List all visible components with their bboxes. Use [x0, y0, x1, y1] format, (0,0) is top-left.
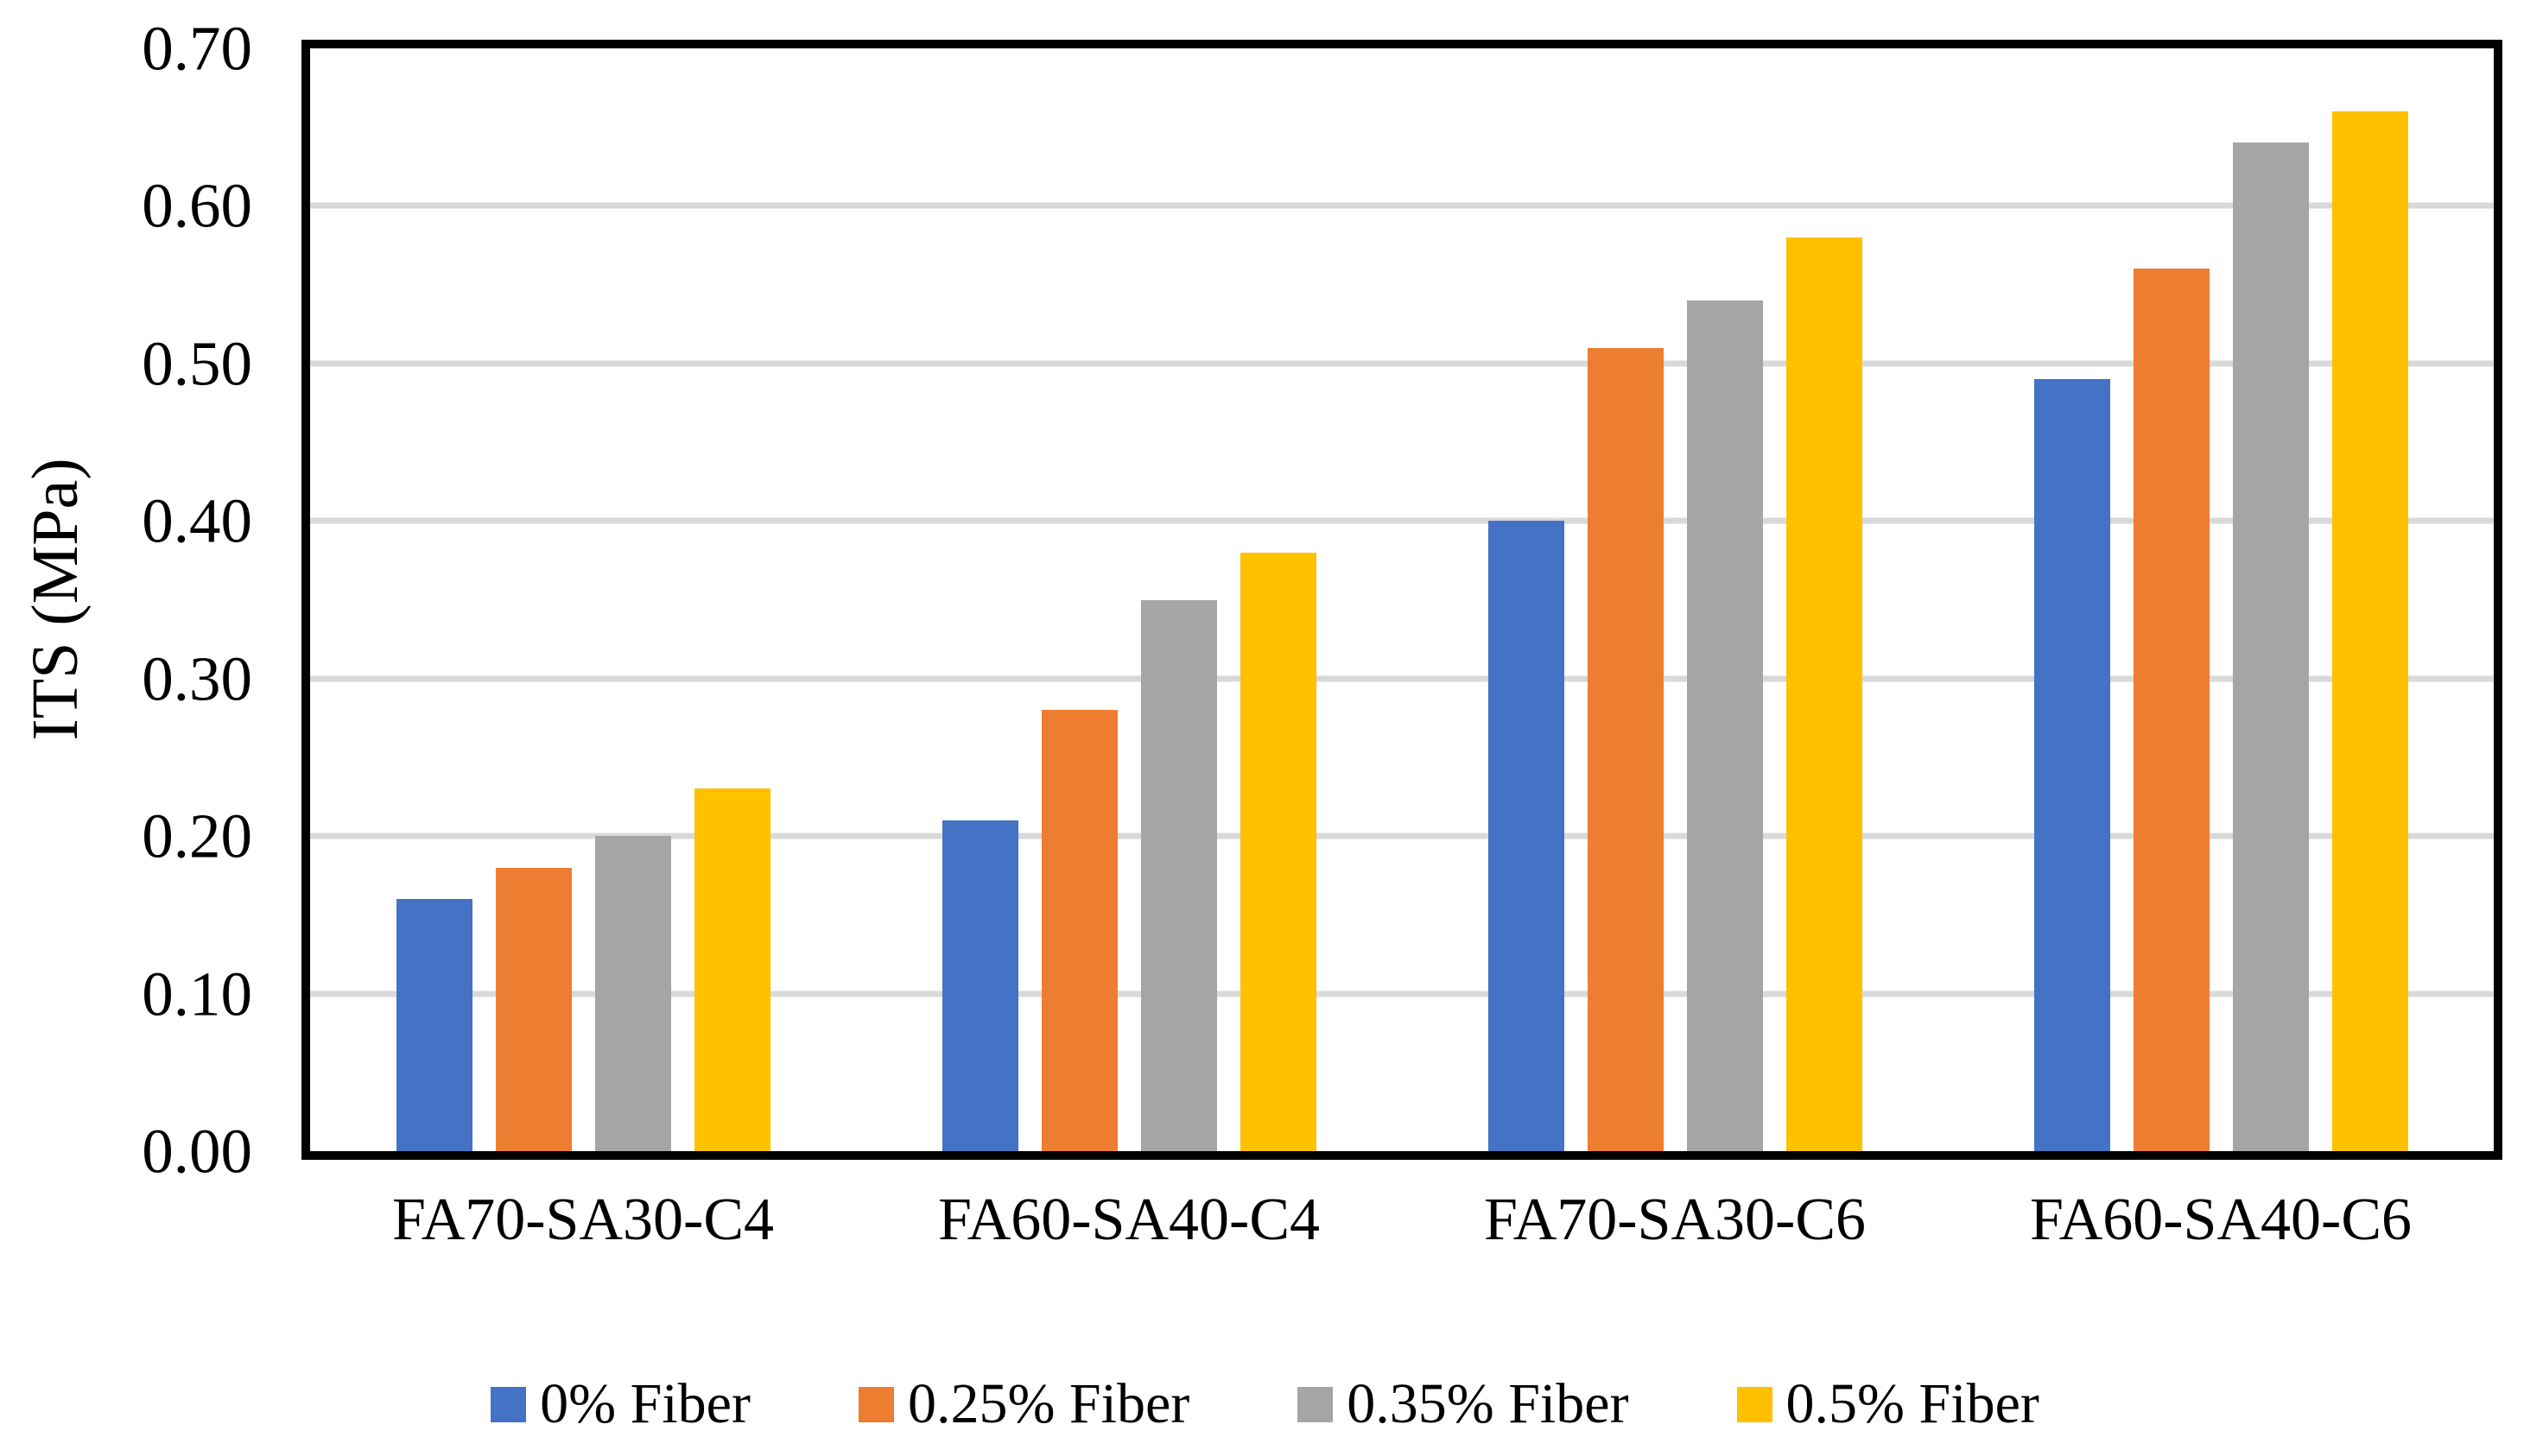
y-tick-label: 0.30 — [142, 643, 252, 714]
x-axis-label: FA60-SA40-C6 — [2029, 1187, 2413, 1253]
bar-0.25% Fiber-FA60-SA40-C6 — [2133, 269, 2210, 1151]
bar-0% Fiber-FA60-SA40-C4 — [942, 820, 1018, 1151]
bar-0.25% Fiber-FA70-SA30-C6 — [1587, 347, 1664, 1151]
y-tick-label: 0.60 — [142, 170, 252, 241]
gridline — [310, 360, 2494, 367]
legend-swatch-icon — [858, 1386, 894, 1422]
legend-item: 0.25% Fiber — [858, 1372, 1190, 1435]
bar-0.5% Fiber-FA60-SA40-C6 — [2331, 111, 2408, 1151]
gridline — [310, 675, 2494, 682]
gridline — [310, 832, 2494, 839]
gridline — [310, 517, 2494, 524]
y-tick-label: 0.40 — [142, 485, 252, 556]
x-axis-label: FA70-SA30-C6 — [1483, 1187, 1867, 1253]
bar-group-FA70-SA30-C4 — [396, 48, 770, 1151]
y-tick-label: 0.50 — [142, 328, 252, 399]
bar-0.35% Fiber-FA60-SA40-C4 — [1140, 599, 1217, 1151]
bar-group-FA60-SA40-C6 — [2033, 48, 2408, 1151]
y-tick-label: 0.10 — [142, 959, 252, 1029]
bar-0.25% Fiber-FA60-SA40-C4 — [1041, 710, 1118, 1151]
legend-label: 0.5% Fiber — [1785, 1372, 2039, 1435]
plot-area — [301, 40, 2502, 1160]
legend-swatch-icon — [1297, 1386, 1334, 1422]
legend-item: 0.35% Fiber — [1297, 1372, 1629, 1435]
x-axis-labels: FA70-SA30-C4 FA60-SA40-C4 FA70-SA30-C6 FA60… — [310, 1190, 2494, 1250]
legend: 0% Fiber 0.25% Fiber 0.35% Fiber 0.5% Fiber — [0, 1376, 2530, 1433]
legend-swatch-icon — [491, 1386, 527, 1422]
bar-0.35% Fiber-FA70-SA30-C6 — [1686, 300, 1763, 1151]
bar-0.5% Fiber-FA70-SA30-C4 — [694, 788, 770, 1151]
bar-0% Fiber-FA70-SA30-C4 — [396, 899, 472, 1151]
x-axis-label: FA60-SA40-C4 — [937, 1187, 1321, 1253]
bar-0% Fiber-FA70-SA30-C6 — [1487, 521, 1564, 1151]
bar-group-FA70-SA30-C6 — [1487, 48, 1862, 1151]
bar-groups-layer — [310, 48, 2494, 1151]
legend-item: 0% Fiber — [491, 1376, 751, 1433]
y-tick-label: 0.20 — [142, 801, 252, 871]
legend-label: 0.35% Fiber — [1347, 1372, 1629, 1435]
y-tick-label: 0.70 — [142, 13, 252, 84]
bar-0.5% Fiber-FA60-SA40-C4 — [1240, 552, 1316, 1151]
gridline — [310, 991, 2494, 997]
y-axis-tick-labels: 0.70 0.60 0.50 0.40 0.30 0.20 0.10 0.00 — [0, 17, 252, 1183]
bar-0.5% Fiber-FA70-SA30-C6 — [1785, 237, 1862, 1151]
legend-label: 0% Fiber — [540, 1372, 751, 1435]
bar-0.35% Fiber-FA60-SA40-C6 — [2232, 142, 2309, 1151]
y-tick-label: 0.00 — [142, 1116, 252, 1187]
x-axis-label: FA70-SA30-C4 — [391, 1187, 775, 1253]
legend-swatch-icon — [1736, 1386, 1772, 1422]
bar-0.35% Fiber-FA70-SA30-C4 — [594, 836, 671, 1151]
legend-label: 0.25% Fiber — [907, 1372, 1190, 1435]
gridline — [310, 202, 2494, 209]
gridlines-layer — [310, 48, 2494, 1151]
legend-item: 0.5% Fiber — [1736, 1372, 2039, 1435]
bar-0.25% Fiber-FA70-SA30-C4 — [495, 867, 572, 1151]
bar-0% Fiber-FA60-SA40-C6 — [2033, 379, 2110, 1151]
bar-group-FA60-SA40-C4 — [942, 48, 1316, 1151]
